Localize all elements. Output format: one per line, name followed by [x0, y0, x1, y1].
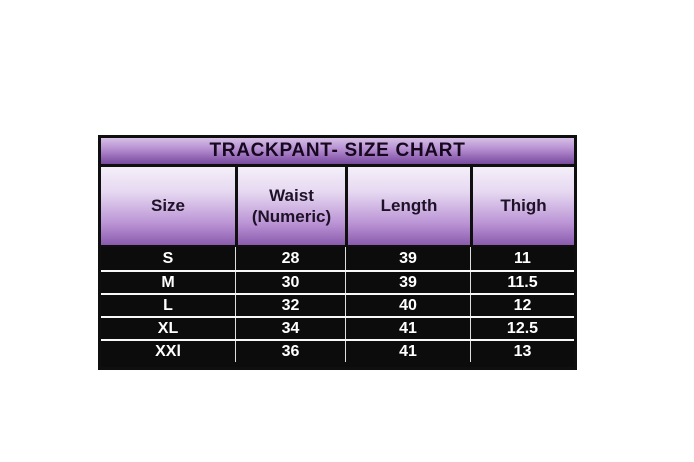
- table-cell: 39: [345, 247, 470, 270]
- table-cell: 13: [470, 341, 574, 362]
- table-cell: XXl: [155, 342, 181, 360]
- table-row: XL 34 41 12.5: [101, 316, 574, 339]
- table-cell: M: [161, 273, 175, 291]
- table-cell: L: [163, 296, 173, 314]
- header-cell-waist: Waist (Numeric): [235, 167, 345, 245]
- table-cell: XL: [157, 319, 179, 337]
- table-cell: 12: [470, 295, 574, 316]
- size-chart-table: TRACKPANT- SIZE CHART Size Waist (Numeri…: [98, 135, 577, 370]
- table-row: L 32 40 12: [101, 293, 574, 316]
- table-cell: 36: [235, 341, 345, 362]
- header-label: Waist: [269, 185, 314, 205]
- table-cell: 40: [345, 295, 470, 316]
- table-cell: 28: [235, 247, 345, 270]
- table-cell: 32: [235, 295, 345, 316]
- table-row: XXl 36 41 13: [101, 339, 574, 362]
- table-row: S 28 39 11: [101, 247, 574, 270]
- table-body: S 28 39 11 M 30 39 11.5 L 32 40 12 XL 34…: [101, 247, 574, 362]
- header-label: Size: [150, 196, 186, 216]
- table-cell: 11: [470, 247, 574, 270]
- table-cell: 41: [345, 341, 470, 362]
- chart-title-bar: TRACKPANT- SIZE CHART: [101, 138, 574, 167]
- table-cell: 41: [345, 318, 470, 339]
- chart-title: TRACKPANT- SIZE CHART: [209, 140, 466, 161]
- header-label: Thigh: [500, 196, 547, 216]
- table-cell: 39: [345, 272, 470, 293]
- table-row: M 30 39 11.5: [101, 270, 574, 293]
- table-cell: S: [162, 249, 174, 267]
- table-cell: 12.5: [470, 318, 574, 339]
- header-cell-length: Length: [345, 167, 470, 245]
- header-label: Length: [380, 196, 438, 216]
- header-sublabel: (Numeric): [251, 207, 332, 226]
- table-cell: 34: [235, 318, 345, 339]
- table-header-row: Size Waist (Numeric) Length Thigh: [101, 167, 574, 247]
- header-cell-size: Size: [101, 167, 235, 245]
- table-cell: 11.5: [470, 272, 574, 293]
- table-cell: 30: [235, 272, 345, 293]
- header-cell-thigh: Thigh: [470, 167, 574, 245]
